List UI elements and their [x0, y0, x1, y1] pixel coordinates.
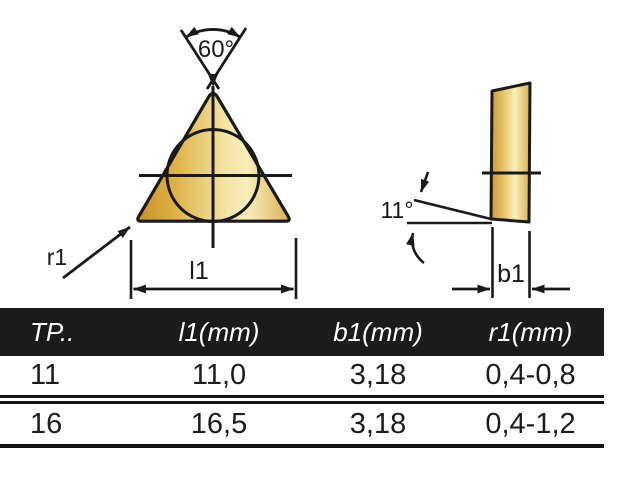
l1-dimension-label: l1 [189, 257, 208, 285]
cell-tp: 11 [0, 356, 139, 404]
b1-dimension-label: b1 [497, 260, 525, 288]
l1-dimension: l1 [129, 238, 298, 299]
cell-b1: 3,18 [299, 399, 457, 448]
r1-callout: r1 [47, 225, 131, 280]
cell-l1: 16,5 [139, 399, 299, 448]
insert-technical-drawing: 60° l1 r1 [47, 26, 570, 299]
table-header-row: TP.. l1(mm) b1(mm) r1(mm) [0, 308, 604, 356]
header-b1: b1(mm) [299, 308, 457, 356]
cell-r1: 0,4-1,2 [457, 399, 604, 448]
cell-b1: 3,18 [299, 356, 457, 404]
insert-side-shape [489, 81, 532, 224]
cell-r1: 0,4-0,8 [457, 356, 604, 404]
r1-label: r1 [47, 244, 67, 270]
side-view-drawing: 11° b1 [380, 81, 570, 298]
front-view-drawing: 60° l1 r1 [47, 26, 298, 299]
cell-l1: 11,0 [139, 356, 299, 404]
nose-angle-annotation: 60° [179, 26, 248, 90]
angle-11-label: 11° [380, 197, 413, 223]
angle-60-label: 60° [198, 36, 234, 63]
cell-tp: 16 [0, 399, 139, 448]
header-l1: l1(mm) [139, 308, 299, 356]
header-r1: r1(mm) [457, 308, 604, 356]
clearance-angle-annotation: 11° [380, 171, 492, 265]
b1-dimension: b1 [452, 227, 570, 298]
spec-table: TP.. l1(mm) b1(mm) r1(mm) 11 11,0 3,18 0… [0, 308, 604, 448]
table-row: 11 11,0 3,18 0,4-0,8 [0, 356, 604, 404]
apex-arrowhead [208, 74, 218, 87]
table-row: 16 16,5 3,18 0,4-1,2 [0, 399, 604, 448]
header-tp: TP.. [0, 308, 139, 356]
